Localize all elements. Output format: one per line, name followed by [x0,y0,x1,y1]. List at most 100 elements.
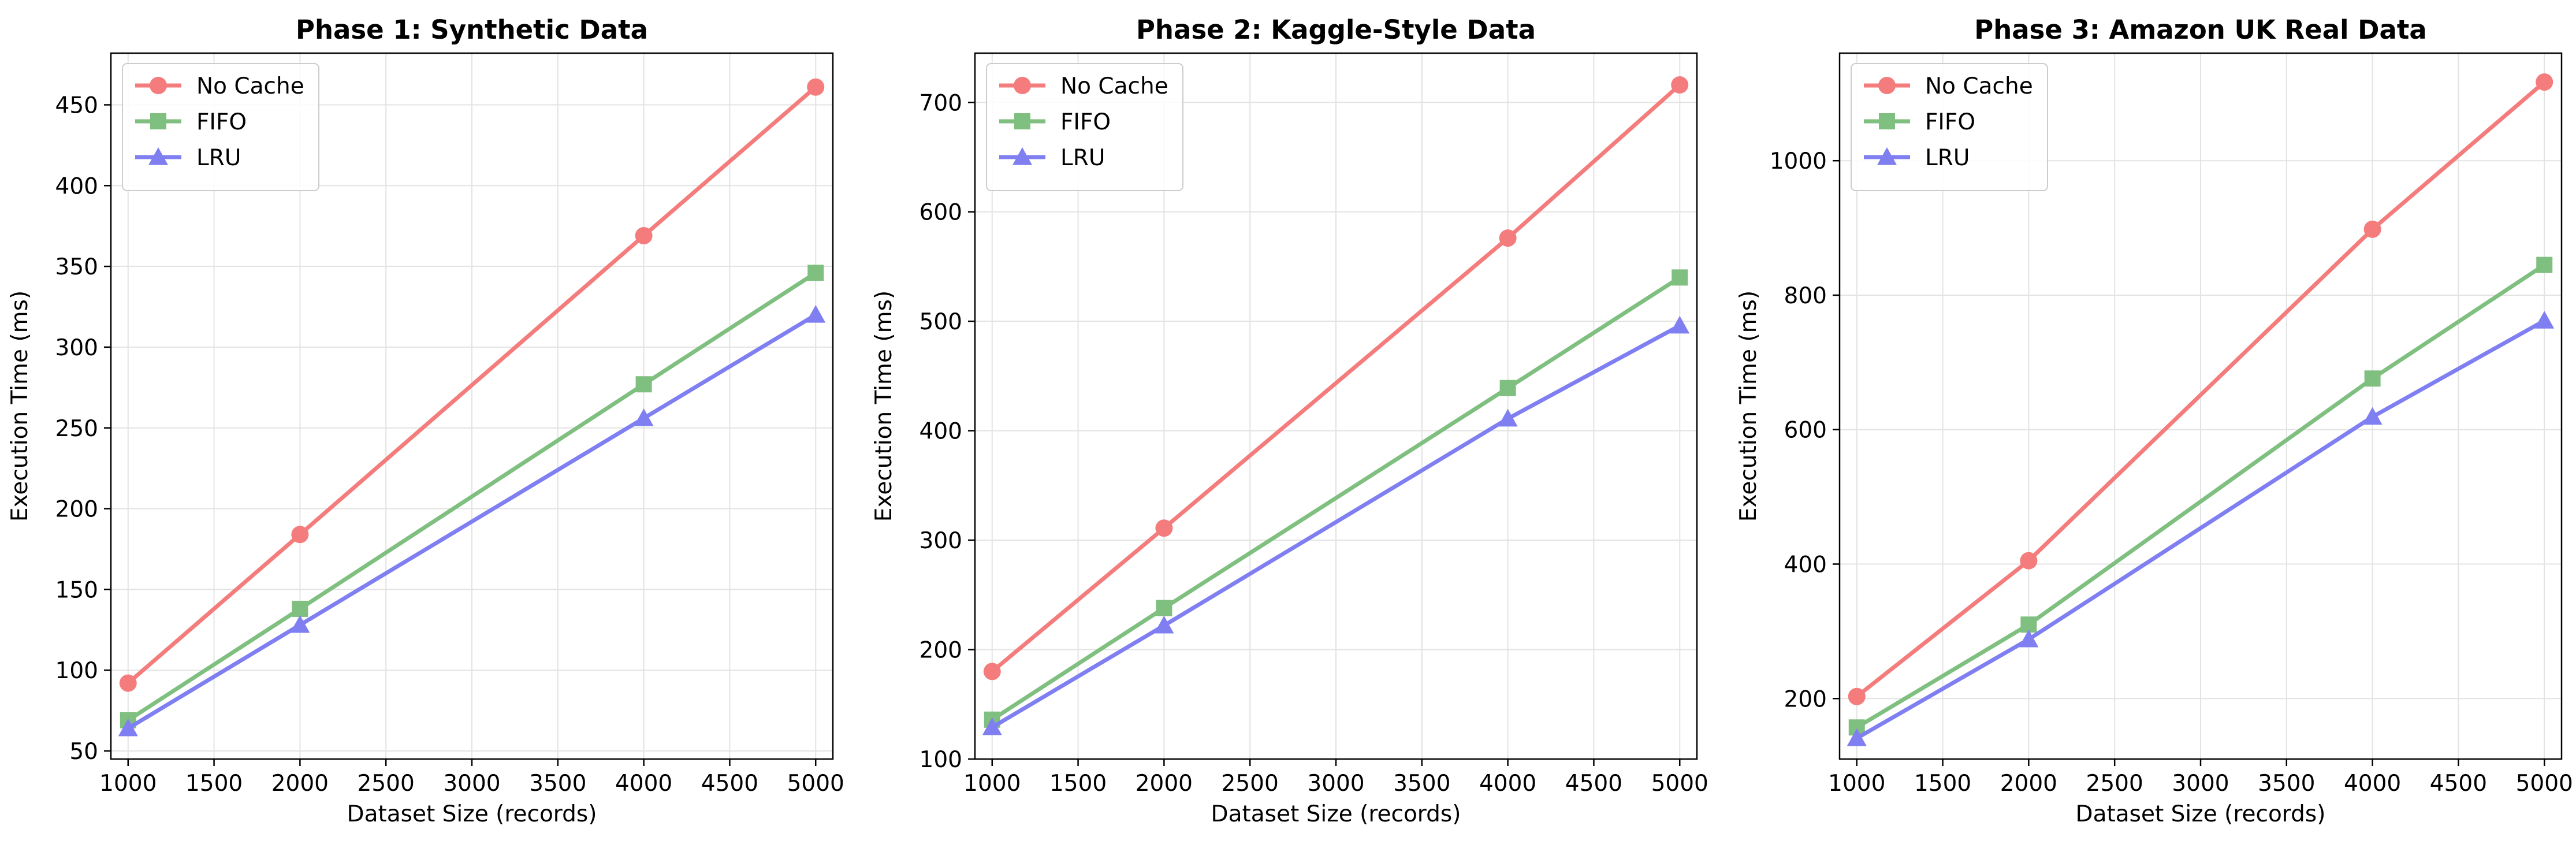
series-line-fifo [126,271,817,722]
x-tick-label: 4500 [701,771,758,797]
x-tick-label: 1000 [99,771,157,797]
series-line-lru [1856,319,2545,740]
series-fifo [1848,256,2553,736]
chart-title: Phase 2: Kaggle-Style Data [1136,14,1536,45]
y-tick-label: 200 [55,497,98,523]
x-tick-label: 5000 [2516,771,2573,797]
legend-item-lru: LRU [999,145,1105,171]
x-tick-label: 2500 [2086,771,2143,797]
data-point-no-cache [2020,552,2038,570]
legend-item-no-cache: No Cache [135,73,304,99]
y-tick-label: 50 [69,739,98,765]
y-tick-label: 100 [55,658,98,684]
y-tick-label: 450 [55,92,98,118]
series-line-lru [991,323,1681,730]
y-axis-label: Execution Time (ms) [871,291,897,522]
legend-label: LRU [196,145,241,171]
y-tick-label: 250 [55,416,98,442]
legend: No Cache FIFO LRU [1851,63,2048,191]
series-fifo [984,269,1688,728]
data-point-lru [806,305,826,323]
y-tick-label: 600 [1784,418,1827,444]
chart-panel-1: 1000 1500 2000 2500 3000 3500 4000 4500 5000 50 10… [7,14,844,827]
x-axis-label: Dataset Size (records) [1211,801,1461,827]
x-tick-label: 2000 [1136,771,1193,797]
y-tick-label: 400 [1784,552,1827,578]
data-point-fifo [1499,380,1516,396]
series-lru [982,315,1690,735]
legend-label: FIFO [196,109,247,135]
legend-marker-no-cache [1014,77,1031,94]
y-tick-label: 350 [55,254,98,280]
x-axis-label: Dataset Size (records) [2076,801,2326,827]
legend-marker-no-cache [1878,77,1896,94]
data-point-fifo [1156,600,1172,616]
x-tick-label: 1000 [963,771,1021,797]
x-tick-label: 1500 [1914,771,1971,797]
legend-marker-fifo [1879,113,1895,129]
legend-marker-lru [148,147,168,165]
data-point-no-cache [807,78,825,96]
data-point-no-cache [1848,687,1866,705]
legend-label: LRU [1925,145,1970,171]
data-point-fifo [807,265,824,281]
data-point-lru [2019,629,2039,648]
data-point-no-cache [1671,76,1689,94]
legend-item-lru: LRU [1864,145,1970,171]
legend-label: FIFO [1925,109,1975,135]
series-no-cache [983,76,1689,680]
legend-item-no-cache: No Cache [1864,73,2033,99]
data-point-no-cache [2536,73,2553,91]
x-tick-label: 3500 [1393,771,1450,797]
x-tick-label: 4000 [615,771,672,797]
data-point-no-cache [635,226,653,244]
x-tick-label: 5000 [1651,771,1708,797]
x-tick-label: 3000 [2172,771,2229,797]
gridlines [975,53,1697,760]
x-tick-label: 3500 [2258,771,2315,797]
data-point-lru [1847,728,1867,746]
data-point-fifo [2364,370,2381,387]
data-point-no-cache [119,674,137,692]
legend-item-fifo: FIFO [1864,109,1975,135]
data-point-no-cache [2363,220,2381,238]
series-line-no-cache [991,83,1681,674]
legend-label: No Cache [196,73,304,99]
series-lru [1847,311,2555,746]
legend: No Cache FIFO LRU [122,63,319,191]
x-tick-label: 1000 [1828,771,1885,797]
y-tick-label: 500 [920,309,962,335]
x-tick-label: 2500 [358,771,415,797]
y-axis-label: Execution Time (ms) [7,291,33,522]
x-tick-label: 2500 [1222,771,1279,797]
data-point-no-cache [1499,229,1517,247]
data-point-lru [2362,407,2383,425]
data-point-lru [634,408,654,426]
legend-label: No Cache [1925,73,2033,99]
y-tick-label: 800 [1784,283,1827,309]
legend-marker-fifo [150,113,166,129]
x-tick-label: 2000 [271,771,329,797]
x-tick-label: 3000 [1307,771,1364,797]
data-point-no-cache [1155,519,1173,537]
data-point-no-cache [983,663,1001,680]
data-point-fifo [635,376,652,393]
x-tick-label: 1500 [1049,771,1107,797]
series-line-no-cache [1855,80,2546,698]
legend-label: LRU [1060,145,1105,171]
y-tick-label: 700 [920,90,962,116]
legend: No Cache FIFO LRU [986,63,1183,191]
legend-item-lru: LRU [135,145,241,171]
chart-title: Phase 3: Amazon UK Real Data [1974,14,2427,45]
legend-marker-lru [1012,147,1032,165]
legend-label: No Cache [1060,73,1168,99]
y-tick-label: 400 [920,419,962,445]
series-no-cache [1848,73,2553,705]
x-tick-label: 1500 [185,771,243,797]
x-tick-label: 3000 [443,771,500,797]
legend-marker-no-cache [150,77,167,94]
y-tick-label: 400 [55,173,98,199]
data-point-lru [1670,315,1690,334]
x-tick-label: 4500 [1565,771,1622,797]
